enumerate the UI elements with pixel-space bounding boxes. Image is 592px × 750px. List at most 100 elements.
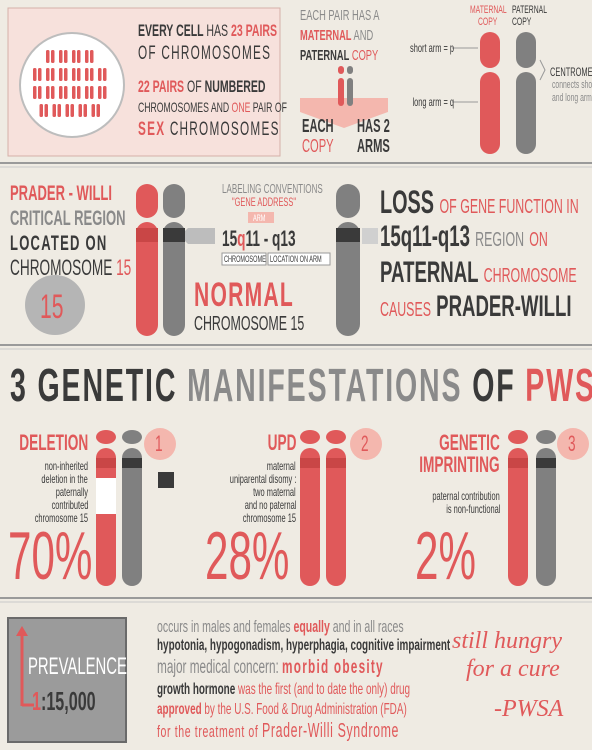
chromosome-arm	[136, 222, 158, 336]
bracket	[539, 59, 546, 81]
cell-icon	[77, 50, 81, 63]
chromosome-arm	[163, 184, 185, 218]
cell-icon	[98, 68, 102, 81]
prevalence-ratio: 1:15,000	[32, 688, 96, 714]
cell-icon	[64, 86, 68, 99]
cell-icon	[46, 86, 50, 99]
cell-icon	[39, 104, 43, 117]
arm-tag	[248, 212, 274, 223]
chromosome-arm	[122, 448, 142, 586]
manifestation-description: is non-functional	[445, 502, 500, 516]
pair-line: MATERNAL AND	[300, 28, 373, 43]
region-heading: PRADER - WILLI	[10, 182, 112, 205]
cell-icon	[33, 68, 37, 81]
pointer	[180, 228, 215, 244]
text: PATERNAL	[300, 47, 350, 64]
chromosome-tag	[221, 252, 267, 266]
cell-icon	[91, 104, 95, 117]
chromosome-arm	[96, 430, 116, 444]
cell-icon	[64, 68, 68, 81]
region-heading: CRITICAL REGION	[10, 207, 126, 230]
region-heading: CHROMOSOME 15	[10, 257, 131, 279]
chromosome-arm	[480, 32, 500, 68]
text: COPY	[351, 47, 379, 64]
cell-icon	[72, 86, 76, 99]
cell-icon	[52, 104, 56, 117]
has-arms: ARMS	[357, 136, 390, 156]
text: AND	[353, 27, 374, 44]
text: REGION	[475, 229, 525, 251]
chromosome-arm	[536, 448, 556, 586]
manifestation-description: chromosome 15	[34, 511, 88, 525]
chromosome-band	[300, 458, 320, 468]
manifestation-description: uniparental disomy :	[229, 472, 296, 486]
badge	[25, 275, 85, 335]
cell-icon	[72, 68, 76, 81]
chromosome-band	[536, 458, 556, 468]
number: 3	[568, 431, 576, 456]
chromosome-arm	[136, 184, 158, 218]
cell-icon	[33, 86, 37, 99]
chromosome-arm	[300, 448, 320, 586]
pointer	[362, 228, 378, 244]
chromosome-arm	[122, 430, 142, 444]
chromosome-arm	[96, 448, 116, 586]
cell-icon	[72, 50, 76, 63]
chromosome-arm	[536, 430, 556, 444]
manifestation-name: IMPRINTING	[419, 452, 500, 477]
text: GENETIC	[37, 359, 178, 411]
cell-icon	[59, 86, 63, 99]
fact: hypotonia, hypogonadism, hyperphagia, co…	[157, 637, 451, 654]
main-title: 3 GENETIC MANIFESTATIONS OF PWS	[10, 362, 592, 408]
paternal-label: PATERNAL	[512, 4, 548, 16]
location-tag	[267, 252, 331, 266]
text: Prader-Willi Syndrome	[262, 720, 400, 742]
text: for the treatment of	[157, 722, 259, 741]
text: OF	[187, 77, 202, 96]
fact: for the treatment of Prader-Willi Syndro…	[157, 721, 399, 741]
normal: NORMAL	[194, 276, 294, 314]
centromere-note: connects short	[552, 79, 592, 91]
text: CHROMOSOME	[483, 265, 577, 287]
manifestation-description: chromosome 15	[242, 511, 296, 525]
manifestation-name: GENETIC	[439, 430, 500, 455]
each-copy: COPY	[302, 136, 334, 156]
chromosome-arm	[347, 66, 353, 74]
cell-icon	[38, 86, 42, 99]
text: by the U.S. Food & Drug Administration (…	[204, 701, 407, 718]
chromosome-band	[163, 228, 185, 242]
region-heading: LOCATED ON	[10, 232, 108, 255]
text: equally	[293, 617, 330, 636]
cell-icon	[85, 68, 89, 81]
pair-line: PATERNAL COPY	[300, 48, 378, 63]
text: CAUSES	[380, 299, 431, 321]
text: OF	[472, 359, 516, 411]
paternal-label: COPY	[512, 16, 532, 28]
chromosome-arm	[338, 66, 344, 74]
text: approved	[157, 701, 202, 718]
cell-circle	[19, 32, 125, 138]
loss-line: PATERNAL CHROMOSOME	[380, 258, 577, 288]
cell-icon	[96, 104, 100, 117]
cell-icon	[90, 86, 94, 99]
arm-label: ARM	[253, 213, 266, 223]
cell-icon	[85, 50, 89, 63]
chromosome-arm	[336, 222, 360, 336]
text: 22 PAIRS	[138, 77, 185, 96]
text: morbid obesity	[282, 657, 384, 678]
long-arm: long arm = q	[412, 95, 454, 109]
cell-icon	[90, 50, 94, 63]
cell-icon	[83, 104, 87, 117]
chromosome-arm	[516, 72, 536, 154]
text: SEX	[138, 119, 166, 140]
fact: major medical concern: morbid obesity	[157, 658, 384, 677]
chromosome-band	[336, 228, 360, 242]
text: MATERNAL	[300, 27, 352, 44]
text: growth hormone	[157, 681, 236, 698]
chromosome-band	[96, 458, 116, 468]
manifestation-description: non-inherited	[44, 459, 88, 473]
fact: growth hormone was the first (and to dat…	[157, 682, 410, 698]
chromosome-arm	[516, 32, 536, 68]
manifestation-share: 70%	[8, 518, 93, 594]
prevalence-box	[7, 617, 127, 743]
